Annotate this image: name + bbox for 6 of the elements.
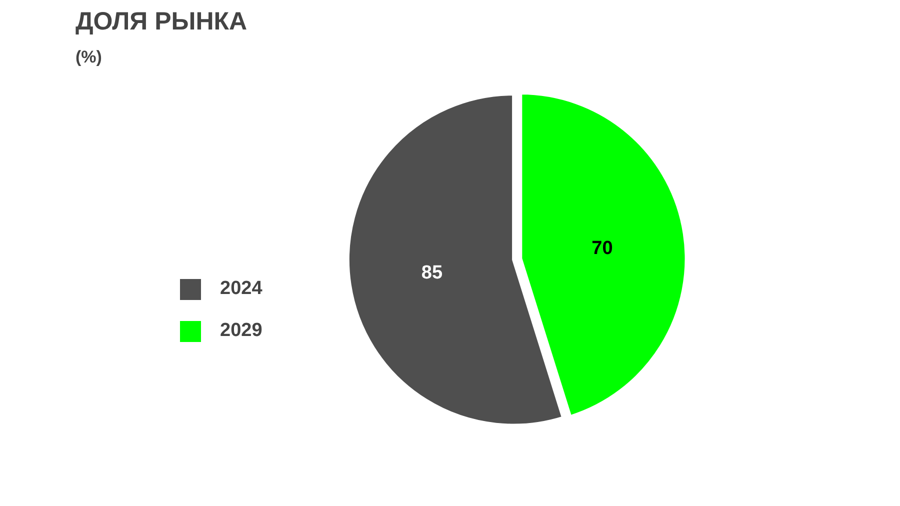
legend-label: 2029	[220, 320, 262, 342]
chart-subtitle: (%)	[76, 48, 102, 66]
data-label: 70	[592, 238, 613, 259]
chart-title: ДОЛЯ РЫНКА	[76, 8, 248, 36]
legend-label: 2024	[220, 278, 262, 300]
data-label: 85	[421, 262, 443, 284]
